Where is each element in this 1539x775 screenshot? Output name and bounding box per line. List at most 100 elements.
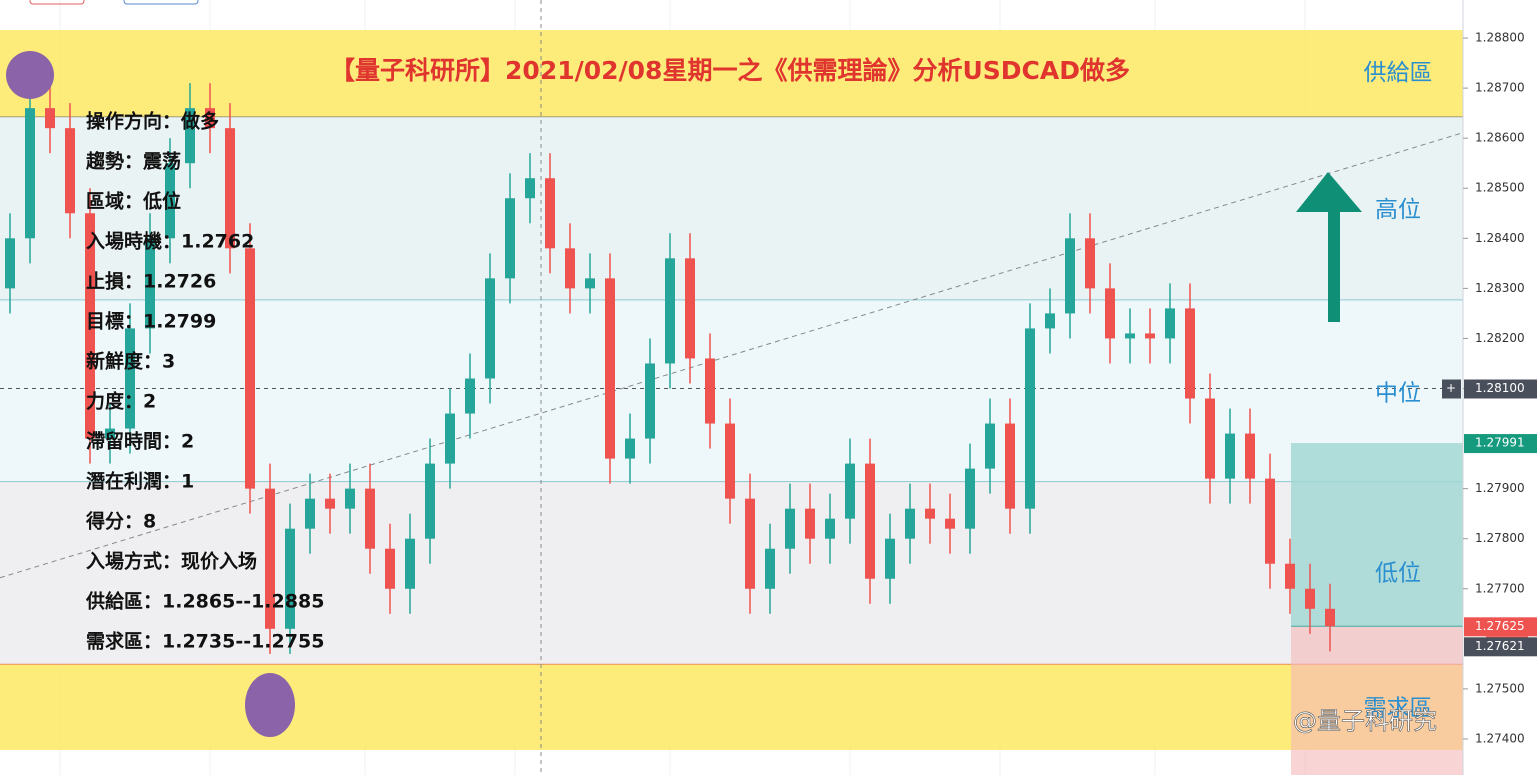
info-line: 需求區：1.2735--1.2755: [86, 630, 324, 653]
candle-body: [425, 463, 435, 539]
candle-body: [685, 258, 695, 359]
candle-body: [65, 128, 75, 214]
watermark: @量子科研究: [1293, 707, 1437, 735]
info-line: 入場時機：1.2762: [86, 230, 254, 253]
candle-body: [185, 108, 195, 164]
trendline: [0, 132, 1464, 579]
info-line: 趨勢：震荡: [85, 150, 181, 173]
info-line: 力度：2: [86, 390, 156, 413]
candle-body: [705, 358, 715, 424]
y-tick-label: 1.28300: [1475, 281, 1525, 295]
info-line: 新鮮度：3: [86, 350, 175, 373]
candle-body: [825, 518, 835, 539]
candle-body: [25, 108, 35, 239]
candle-body: [585, 278, 595, 289]
candle-body: [285, 528, 295, 629]
high-region: [0, 117, 1463, 300]
price-tag-label: 1.28100: [1475, 381, 1525, 395]
candle-body: [525, 178, 535, 199]
candle-body: [1225, 433, 1235, 479]
candle-body: [1245, 433, 1255, 479]
chart-title: 【量子科研所】2021/02/08星期一之《供需理論》分析USDCAD做多: [330, 56, 1130, 85]
zone-label: 需求區: [1364, 695, 1433, 721]
candle-body: [1265, 478, 1275, 564]
price-tag-label: 1.27991: [1475, 436, 1525, 450]
info-line: 潛在利潤：1: [86, 470, 194, 493]
candle-body: [5, 238, 15, 289]
candle-body: [845, 463, 855, 519]
candle-body: [765, 548, 775, 589]
info-line: 區域：低位: [86, 190, 181, 213]
candle-body: [225, 128, 235, 249]
plus-button: [1442, 379, 1461, 399]
candle-body: [725, 423, 735, 499]
price-tag-label: 1.27621: [1475, 639, 1525, 653]
candle-body: [605, 278, 615, 459]
info-line: 操作方向：做多: [86, 110, 219, 133]
candle-body: [885, 538, 895, 579]
candle-body: [625, 438, 635, 459]
candle-body: [445, 413, 455, 464]
candle-body: [1145, 333, 1155, 339]
info-line: 滯留時間：2: [86, 430, 194, 453]
candle-body: [1125, 333, 1135, 339]
candle-body: [1325, 608, 1335, 627]
price-tag: [1464, 637, 1537, 657]
candle-body: [125, 328, 135, 429]
candle-body: [105, 428, 115, 439]
candle-body: [1085, 238, 1095, 289]
candle-body: [645, 363, 655, 439]
info-line: 供給區：1.2865--1.2885: [85, 590, 324, 613]
low-region: [0, 481, 1463, 664]
candle-body: [165, 163, 175, 239]
circle-marker: [6, 51, 54, 99]
candle-body: [665, 258, 675, 364]
candle-body: [865, 463, 875, 579]
candle-body: [465, 378, 475, 414]
info-line: 止損：1.2726: [86, 271, 216, 293]
candle-body: [985, 423, 995, 469]
candle-body: [265, 488, 275, 629]
candle-body: [205, 108, 215, 129]
candle-body: [245, 248, 255, 489]
axis-layer: 1.28800 1.28700 1.28600 1.28500 1.28400 1.283…: [1442, 31, 1537, 745]
candle-body: [1165, 308, 1175, 339]
toolbar-button[interactable]: [29, 0, 85, 5]
candle-body: [1105, 288, 1115, 339]
candle-body: [325, 498, 335, 509]
candle-body: [1285, 563, 1295, 589]
plus-icon: +: [1446, 381, 1456, 395]
toolbar-button[interactable]: [123, 0, 199, 5]
candle-body: [85, 213, 95, 439]
y-tick-label: 1.28400: [1475, 231, 1525, 245]
candle-body: [1185, 308, 1195, 399]
info-line: 目標：1.2799: [86, 310, 216, 333]
y-tick-label: 1.28500: [1475, 181, 1525, 195]
y-tick-label: 1.27700: [1475, 581, 1525, 595]
y-tick-label: 1.27500: [1475, 681, 1525, 695]
candle-body: [805, 508, 815, 539]
y-tick-label: 1.28700: [1475, 81, 1525, 95]
y-tick-label: 1.27800: [1475, 531, 1525, 545]
candle-body: [565, 248, 575, 289]
price-tag: [1464, 617, 1537, 637]
zone: [0, 30, 1463, 118]
info-line: 入場方式：现价入场: [86, 550, 257, 573]
price-tag: [1464, 379, 1537, 399]
price-tag-label: 1.27625: [1475, 619, 1525, 633]
candle-body: [505, 198, 515, 279]
candle-body: [1205, 398, 1215, 479]
zone: [0, 663, 1463, 750]
loss-box: [1291, 626, 1463, 775]
candle-body: [1305, 588, 1315, 609]
candle-body: [145, 238, 155, 329]
candle-body: [1025, 328, 1035, 509]
candle-body: [365, 488, 375, 549]
zone-label: 供給區: [1364, 60, 1433, 86]
up-arrow: [1296, 172, 1362, 322]
candle-body: [965, 468, 975, 529]
y-tick-label: 1.28600: [1475, 131, 1525, 145]
candle-body: [785, 508, 795, 549]
candle-body: [925, 508, 935, 519]
